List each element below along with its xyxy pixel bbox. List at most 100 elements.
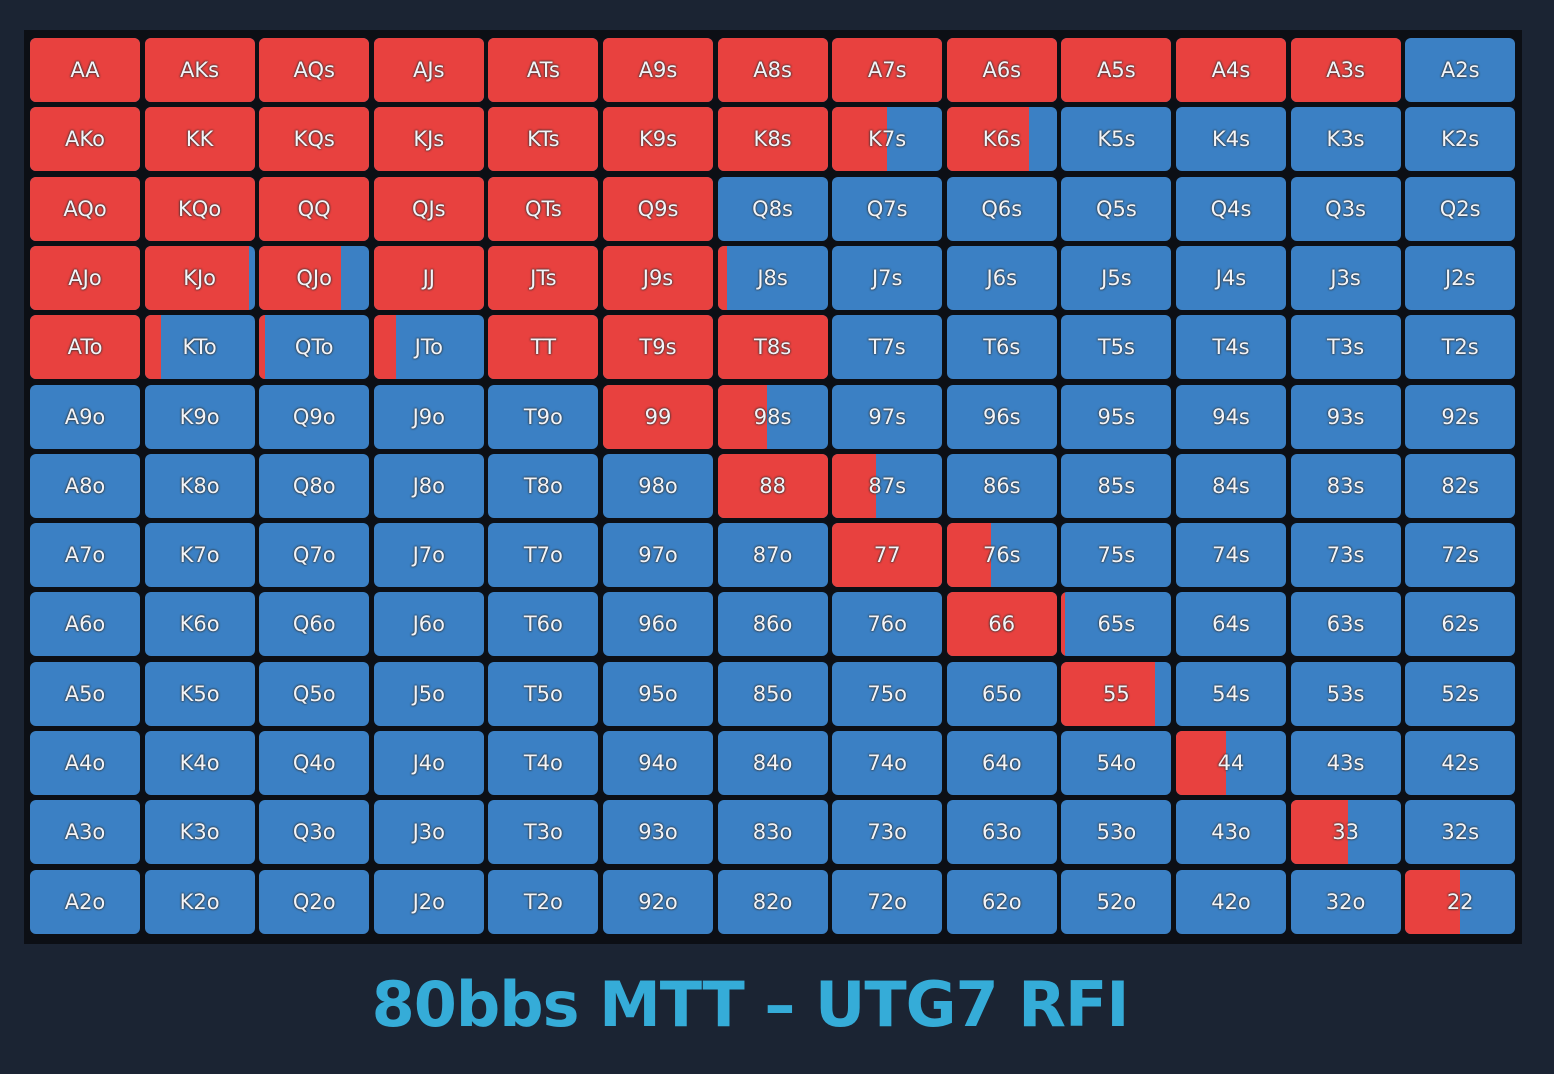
raise-fraction <box>488 38 599 102</box>
hand-cell: K4o <box>144 731 255 795</box>
hand-label: Q6o <box>292 612 336 637</box>
hand-label: A8s <box>753 58 792 82</box>
hand-label: 76o <box>867 612 907 637</box>
hand-label: 93s <box>1326 404 1365 429</box>
hand-label: 97s <box>868 404 907 429</box>
hand-label: A3o <box>64 820 106 845</box>
hand-cell: 55 <box>1061 661 1172 726</box>
raise-fraction <box>717 453 828 518</box>
hand-label: 74s <box>1212 543 1250 568</box>
hand-label: K2s <box>1441 127 1480 152</box>
hand-label: T5o <box>523 681 563 706</box>
hand-label: A4o <box>64 751 106 775</box>
raise-fraction <box>30 176 140 241</box>
hand-label: 54o <box>1096 751 1137 775</box>
hand-label: J7o <box>412 543 445 568</box>
hand-label: 43s <box>1326 751 1365 775</box>
hand-label: T9o <box>523 404 563 429</box>
hand-cell: A7s <box>832 38 943 102</box>
hand-label: 64s <box>1212 612 1250 637</box>
hand-cell: K5o <box>144 661 255 726</box>
raise-fraction <box>1061 38 1172 102</box>
hand-label: Q3o <box>292 820 336 845</box>
hand-cell: 22 <box>1405 869 1516 934</box>
hand-cell: 97o <box>603 523 713 588</box>
hand-label: 75s <box>1097 543 1136 568</box>
hand-cell: QTo <box>259 315 370 380</box>
hand-cell: K4s <box>1176 107 1286 172</box>
raise-fraction <box>30 245 140 310</box>
hand-label: K3o <box>179 820 220 845</box>
hand-cell: JTs <box>488 245 599 310</box>
hand-label: Q6s <box>981 196 1023 221</box>
hand-label: T2o <box>523 889 563 914</box>
hand-label: J2o <box>412 889 445 914</box>
hand-cell: 84s <box>1176 453 1286 518</box>
hand-label: QTo <box>294 335 334 360</box>
raise-fraction <box>603 245 713 310</box>
hand-label: 32s <box>1441 820 1480 845</box>
hand-cell: KQs <box>259 107 370 172</box>
raise-fraction <box>373 315 396 380</box>
hand-label: K6s <box>982 127 1021 152</box>
hand-label: T3o <box>523 820 563 845</box>
hand-cell: K3s <box>1290 107 1401 172</box>
hand-label: 86s <box>982 473 1021 498</box>
hand-label: T7s <box>868 335 906 360</box>
hand-label: J9o <box>412 404 445 429</box>
hand-cell: J2s <box>1405 245 1516 310</box>
hand-label: 52o <box>1096 889 1137 914</box>
hand-label: KTo <box>182 335 217 360</box>
hand-label: 84o <box>752 751 793 775</box>
hand-cell: J3o <box>373 800 484 865</box>
hand-label: J7s <box>871 265 903 290</box>
hand-label: 95o <box>638 681 678 706</box>
hand-cell: 64o <box>946 731 1057 795</box>
hand-label: T6s <box>983 335 1021 360</box>
hand-label: Q8o <box>292 473 336 498</box>
hand-label: K7s <box>868 127 907 152</box>
hand-cell: J3s <box>1290 245 1401 310</box>
hand-label: J8s <box>757 265 788 290</box>
hand-cell: 72s <box>1405 523 1516 588</box>
hand-cell: 32s <box>1405 800 1516 865</box>
hand-cell: A8o <box>30 453 140 518</box>
hand-label: A4s <box>1211 58 1251 82</box>
hand-cell: 76s <box>946 523 1057 588</box>
hand-label: 98s <box>753 404 792 429</box>
hand-label: J6o <box>412 612 445 637</box>
hand-cell: K6s <box>946 107 1057 172</box>
hand-label: 97o <box>638 543 678 568</box>
hand-cell: 95o <box>603 661 713 726</box>
hand-label: AJs <box>413 58 445 82</box>
hand-label: J6s <box>986 265 1018 290</box>
raise-fraction <box>1290 800 1348 865</box>
hand-cell: 32o <box>1290 869 1401 934</box>
raise-fraction <box>259 315 265 380</box>
hand-cell: A9s <box>603 38 713 102</box>
hand-label: 44 <box>1217 751 1245 775</box>
hand-label: 96o <box>638 612 678 637</box>
hand-cell: K8o <box>144 453 255 518</box>
hand-cell: K8s <box>717 107 828 172</box>
hand-cell: 98s <box>717 384 828 449</box>
hand-label: JTs <box>530 265 557 290</box>
hand-cell: Q7o <box>259 523 370 588</box>
hand-cell: 94o <box>603 731 713 795</box>
hand-cell: T3s <box>1290 315 1401 380</box>
hand-cell: 63o <box>946 800 1057 865</box>
hand-cell: A5o <box>30 661 140 726</box>
hand-cell: 75o <box>832 661 943 726</box>
hand-cell: A3s <box>1290 38 1401 102</box>
hand-label: TT <box>530 335 557 360</box>
hand-label: T7o <box>523 543 563 568</box>
hand-label: 72s <box>1441 543 1480 568</box>
hand-label: Q7o <box>292 543 336 568</box>
hand-cell: 95s <box>1061 384 1172 449</box>
hand-label: A7o <box>64 543 106 568</box>
hand-cell: Q6o <box>259 592 370 657</box>
hand-label: J5o <box>412 681 445 706</box>
hand-label: KTs <box>527 127 560 152</box>
hand-cell: A2o <box>30 869 140 934</box>
hand-label: K4o <box>179 751 220 775</box>
